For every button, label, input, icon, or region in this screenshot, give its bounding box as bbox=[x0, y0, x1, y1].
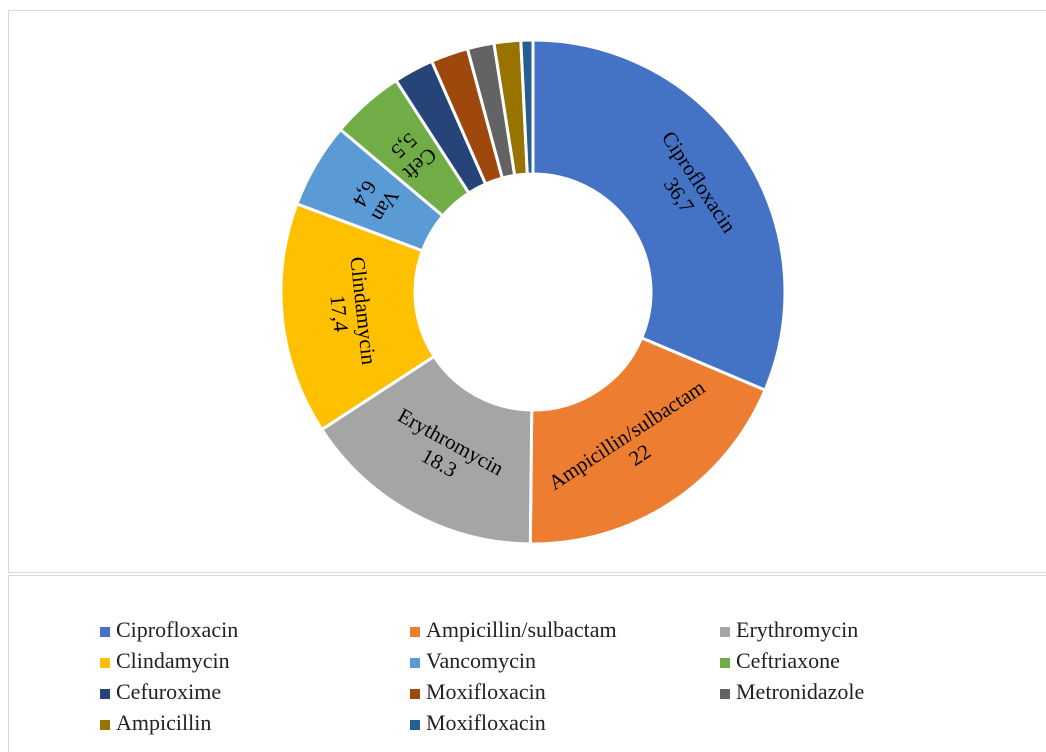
legend-swatch bbox=[410, 689, 420, 699]
legend-swatch bbox=[410, 627, 420, 637]
legend-label: Clindamycin bbox=[116, 648, 230, 673]
legend-swatch bbox=[100, 627, 110, 637]
legend-label: Ampicillin/sulbactam bbox=[426, 617, 617, 642]
slice-value: 17,4 bbox=[325, 294, 353, 334]
chart-frame bbox=[8, 10, 1046, 573]
legend-swatch bbox=[720, 627, 730, 637]
legend-swatch bbox=[100, 689, 110, 699]
donut-slice bbox=[279, 201, 437, 432]
legend-label: Ciprofloxacin bbox=[116, 617, 238, 642]
legend-label: Cefuroxime bbox=[116, 679, 221, 704]
legend-label: Ampicillin bbox=[116, 710, 211, 735]
donut-slice bbox=[531, 38, 787, 393]
legend-swatch bbox=[410, 658, 420, 668]
legend-label: Vancomycin bbox=[426, 648, 536, 673]
donut-slice bbox=[519, 38, 535, 176]
legend-swatch bbox=[720, 658, 730, 668]
legend-swatch bbox=[720, 689, 730, 699]
legend-label: Metronidazole bbox=[736, 679, 864, 704]
legend-label: Moxifloxacin bbox=[426, 679, 546, 704]
donut-slice bbox=[528, 335, 768, 546]
legend-swatch bbox=[100, 658, 110, 668]
legend-label: Moxifloxacin bbox=[426, 710, 546, 735]
legend-swatch bbox=[100, 720, 110, 730]
donut-slice bbox=[319, 354, 534, 546]
legend-frame bbox=[8, 575, 1046, 752]
legend-label: Erythromycin bbox=[736, 617, 858, 642]
legend-swatch bbox=[410, 720, 420, 730]
legend-label: Ceftriaxone bbox=[736, 648, 840, 673]
